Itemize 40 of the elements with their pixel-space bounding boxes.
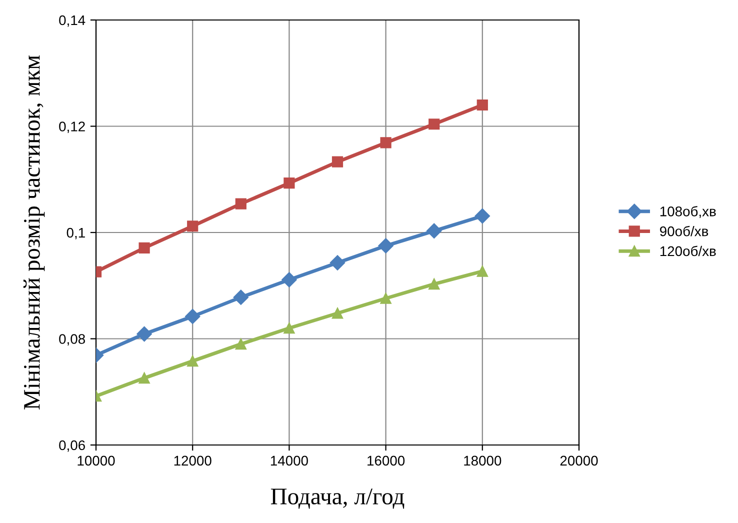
point: [136, 326, 152, 342]
point: [284, 178, 295, 189]
point: [428, 278, 440, 290]
legend-label: 108об,хв: [660, 206, 716, 218]
point: [332, 156, 344, 168]
point: [476, 99, 488, 111]
point: [185, 308, 200, 324]
point: [235, 198, 246, 210]
y-tick-label: 0,1: [66, 228, 85, 240]
point: [476, 266, 488, 277]
point: [330, 255, 346, 270]
y-axis-title: Мінімальний розмір частинок, мкм: [23, 55, 45, 410]
point: [474, 208, 490, 224]
point: [138, 372, 150, 384]
point: [187, 356, 198, 367]
point: [233, 290, 248, 305]
x-tick-label: 16000: [368, 456, 405, 466]
point: [426, 223, 442, 238]
point: [235, 338, 246, 350]
point: [187, 220, 198, 232]
point: [380, 292, 392, 304]
x-axis-title: Подача, л/год: [270, 488, 404, 509]
y-tick-label: 0,08: [59, 334, 85, 346]
x-tick-label: 12000: [174, 456, 212, 466]
point: [282, 272, 297, 288]
point: [138, 242, 150, 254]
point: [428, 118, 440, 130]
point: [380, 137, 392, 148]
point: [284, 322, 295, 334]
x-tick-label: 20000: [560, 456, 598, 466]
legend-label: 90об/хв: [660, 226, 708, 236]
y-tick-label: 0,14: [59, 15, 86, 27]
y-tick-label: 0,06: [59, 440, 85, 452]
point: [332, 308, 344, 319]
x-tick-label: 14000: [270, 456, 308, 466]
x-tick-label: 10000: [78, 456, 115, 466]
legend-label: 120об/хв: [660, 246, 716, 256]
point: [378, 238, 394, 254]
x-tick-label: 18000: [464, 456, 502, 466]
y-tick-label: 0,12: [59, 122, 85, 134]
